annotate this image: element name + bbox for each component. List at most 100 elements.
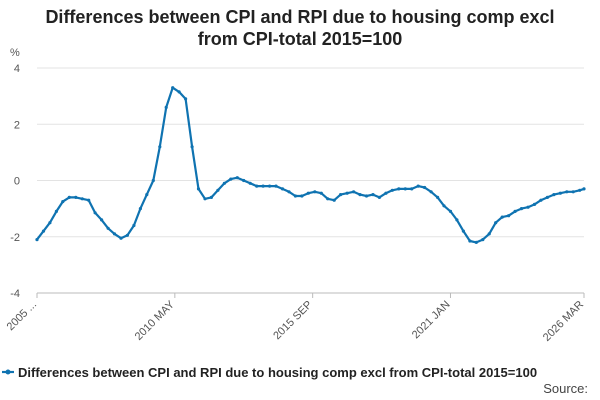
data-point[interactable] (558, 191, 562, 195)
gridlines (37, 67, 584, 238)
data-point[interactable] (578, 188, 582, 192)
data-point[interactable] (500, 215, 504, 219)
data-point[interactable] (474, 240, 478, 244)
data-point[interactable] (468, 239, 472, 243)
data-point[interactable] (203, 197, 207, 201)
data-point[interactable] (358, 193, 362, 197)
data-point[interactable] (293, 194, 297, 198)
data-point[interactable] (390, 188, 394, 192)
data-point[interactable] (35, 238, 39, 242)
data-point[interactable] (67, 195, 71, 199)
data-point[interactable] (448, 209, 453, 213)
data-point[interactable] (119, 236, 123, 240)
data-point[interactable] (48, 221, 52, 225)
data-point[interactable] (552, 193, 556, 197)
data-point[interactable] (487, 232, 491, 236)
data-point[interactable] (371, 193, 375, 197)
data-point[interactable] (235, 176, 239, 180)
x-tick-label: 2005 ... (5, 299, 39, 333)
x-tick-label: 2021 JAN (410, 299, 453, 342)
x-tick-label: 2010 MAY (133, 298, 178, 343)
data-point[interactable] (158, 145, 162, 149)
data-point[interactable] (545, 195, 550, 199)
data-point[interactable] (507, 214, 511, 218)
data-point[interactable] (352, 190, 356, 194)
data-point[interactable] (87, 198, 91, 202)
data-point[interactable] (526, 205, 530, 209)
data-point[interactable] (261, 184, 265, 188)
data-point[interactable] (300, 194, 304, 198)
data-point[interactable] (571, 190, 575, 194)
data-point[interactable] (339, 193, 343, 197)
data-point[interactable] (164, 105, 168, 109)
data-point[interactable] (519, 207, 524, 211)
data-point[interactable] (397, 187, 401, 191)
data-point[interactable] (177, 90, 181, 94)
data-point[interactable] (436, 195, 440, 199)
data-point[interactable] (145, 193, 149, 197)
data-point[interactable] (377, 195, 381, 199)
data-point[interactable] (326, 197, 330, 201)
data-point[interactable] (209, 195, 213, 199)
x-tick-label: 2015 SEP (271, 299, 315, 343)
legend-point-marker (5, 369, 11, 375)
data-point[interactable] (112, 232, 117, 236)
data-point[interactable] (565, 190, 569, 194)
data-point[interactable] (274, 184, 278, 188)
data-point[interactable] (287, 190, 291, 194)
data-point[interactable] (248, 181, 252, 185)
data-point[interactable] (364, 194, 369, 198)
legend-label: Differences between CPI and RPI due to h… (18, 365, 537, 380)
data-point[interactable] (151, 178, 155, 183)
data-point[interactable] (532, 202, 537, 206)
data-point[interactable] (481, 238, 485, 242)
data-point[interactable] (41, 229, 46, 233)
data-point[interactable] (138, 207, 142, 211)
data-point[interactable] (100, 218, 104, 222)
data-point[interactable] (54, 209, 59, 213)
data-point[interactable] (184, 97, 188, 101)
data-point[interactable] (539, 198, 543, 202)
data-point[interactable] (429, 190, 433, 194)
data-point[interactable] (74, 195, 78, 199)
data-point[interactable] (442, 204, 446, 208)
data-point[interactable] (416, 184, 420, 188)
y-axis-label: % (10, 47, 20, 59)
data-point[interactable] (229, 177, 233, 181)
data-point[interactable] (494, 221, 498, 225)
data-point[interactable] (125, 233, 129, 237)
series-line (36, 86, 585, 244)
data-point[interactable] (196, 187, 201, 191)
data-point[interactable] (61, 200, 65, 204)
data-point[interactable] (306, 191, 310, 195)
data-point[interactable] (319, 191, 323, 195)
data-point[interactable] (410, 187, 414, 191)
data-point[interactable] (80, 197, 84, 201)
data-point[interactable] (242, 178, 246, 183)
data-point[interactable] (216, 188, 220, 192)
data-point[interactable] (461, 229, 465, 233)
data-point[interactable] (132, 223, 136, 228)
data-point[interactable] (345, 191, 349, 195)
data-point[interactable] (190, 145, 194, 149)
x-tick-label: 2026 MAR (541, 299, 586, 344)
data-point[interactable] (280, 187, 285, 191)
data-point[interactable] (384, 191, 388, 195)
data-point[interactable] (255, 184, 259, 188)
data-point[interactable] (106, 226, 110, 230)
y-tick-label: -4 (10, 288, 20, 300)
data-point[interactable] (582, 187, 586, 191)
data-point[interactable] (93, 211, 97, 215)
y-tick-label: 4 (14, 63, 20, 75)
data-point[interactable] (332, 198, 336, 202)
y-tick-label: 2 (14, 119, 20, 131)
data-point[interactable] (423, 185, 427, 190)
data-point[interactable] (268, 184, 272, 188)
data-point[interactable] (403, 187, 407, 191)
data-point[interactable] (171, 86, 175, 90)
data-point[interactable] (513, 209, 517, 213)
data-point[interactable] (313, 190, 317, 194)
data-point[interactable] (455, 218, 459, 222)
data-point[interactable] (222, 181, 226, 185)
legend[interactable]: Differences between CPI and RPI due to h… (2, 365, 537, 380)
